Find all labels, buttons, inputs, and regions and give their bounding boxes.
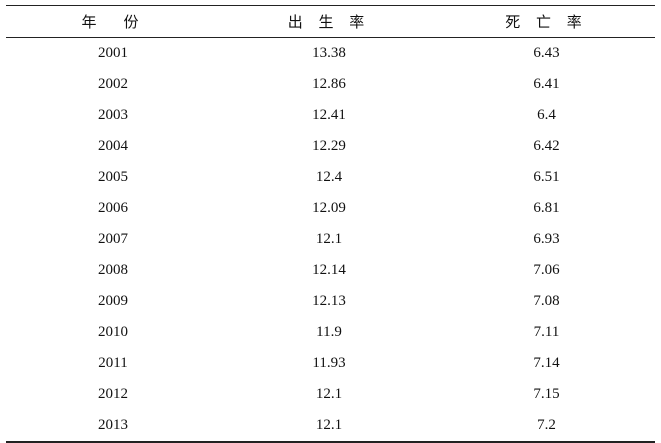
table-cell: 12.1 [315, 386, 343, 402]
table-cell: 6.4 [537, 107, 556, 123]
table-cell: 2006 [98, 200, 128, 216]
table-row: 2007 12.1 6.93 [6, 224, 655, 255]
table-row: 2013 12.1 7.2 [6, 410, 655, 443]
table-cell: 12.4 [315, 169, 343, 185]
table-cell: 6.93 [533, 231, 560, 247]
table-row: 2012 12.1 7.15 [6, 379, 655, 410]
table-row: 2004 12.29 6.42 [6, 131, 655, 162]
table-cell: 7.14 [533, 355, 560, 371]
table-cell: 6.81 [533, 200, 560, 216]
table-cell: 11.93 [312, 355, 346, 371]
table-cell: 12.1 [315, 231, 343, 247]
table-row: 2005 12.4 6.51 [6, 162, 655, 193]
table-cell: 7.11 [533, 324, 560, 340]
table-cell: 7.06 [533, 262, 560, 278]
table-body: 2001 13.38 6.43 2002 12.86 6.41 2003 12.41 6.4 20… [6, 38, 655, 443]
table-cell: 6.43 [533, 45, 560, 61]
header-cell: 死 亡 率 [438, 5, 655, 38]
table-row: 2003 12.41 6.4 [6, 100, 655, 131]
table-cell: 12.41 [312, 107, 346, 123]
table-cell: 12.29 [312, 138, 346, 154]
table-cell: 7.2 [438, 410, 655, 443]
table-row: 2010 11.9 7.11 [6, 317, 655, 348]
table-cell: 2011 [98, 355, 128, 371]
table-cell: 12.09 [312, 200, 346, 216]
table-cell: 13.38 [312, 45, 346, 61]
table-cell: 2013 [6, 410, 220, 443]
table-cell: 2005 [98, 169, 128, 185]
table-cell: 2007 [98, 231, 128, 247]
table-cell: 2008 [98, 262, 128, 278]
table-cell: 12.13 [312, 293, 346, 309]
table-cell: 6.51 [533, 169, 560, 185]
table-cell: 7.15 [533, 386, 560, 402]
header-cell: 年 份 [6, 5, 220, 38]
table-cell: 2002 [98, 76, 128, 92]
table-cell: 6.42 [533, 138, 560, 154]
table-cell: 6.41 [533, 76, 560, 92]
table-head: 年 份 出 生 率 死 亡 率 [6, 5, 655, 38]
table-cell: 2004 [98, 138, 128, 154]
table-cell: 2010 [98, 324, 128, 340]
table-row: 2001 13.38 6.43 [6, 38, 655, 70]
header-cell: 出 生 率 [220, 5, 438, 38]
data-table: 年 份 出 生 率 死 亡 率 2001 13.38 6.43 2002 12.86 6.… [6, 5, 655, 443]
header-row: 年 份 出 生 率 死 亡 率 [6, 5, 655, 38]
table-cell: 2001 [98, 45, 128, 61]
table-row: 2008 12.14 7.06 [6, 255, 655, 286]
table-row: 2002 12.86 6.41 [6, 69, 655, 100]
table-cell: 2009 [98, 293, 128, 309]
table-row: 2009 12.13 7.08 [6, 286, 655, 317]
table-cell: 12.14 [312, 262, 346, 278]
table-cell: 7.08 [533, 293, 560, 309]
table-cell: 11.9 [316, 324, 342, 340]
table-cell: 2012 [98, 386, 128, 402]
table-cell: 2003 [98, 107, 128, 123]
table-row: 2006 12.09 6.81 [6, 193, 655, 224]
table-cell: 12.1 [220, 410, 438, 443]
table-row: 2011 11.93 7.14 [6, 348, 655, 379]
table-cell: 12.86 [312, 76, 346, 92]
